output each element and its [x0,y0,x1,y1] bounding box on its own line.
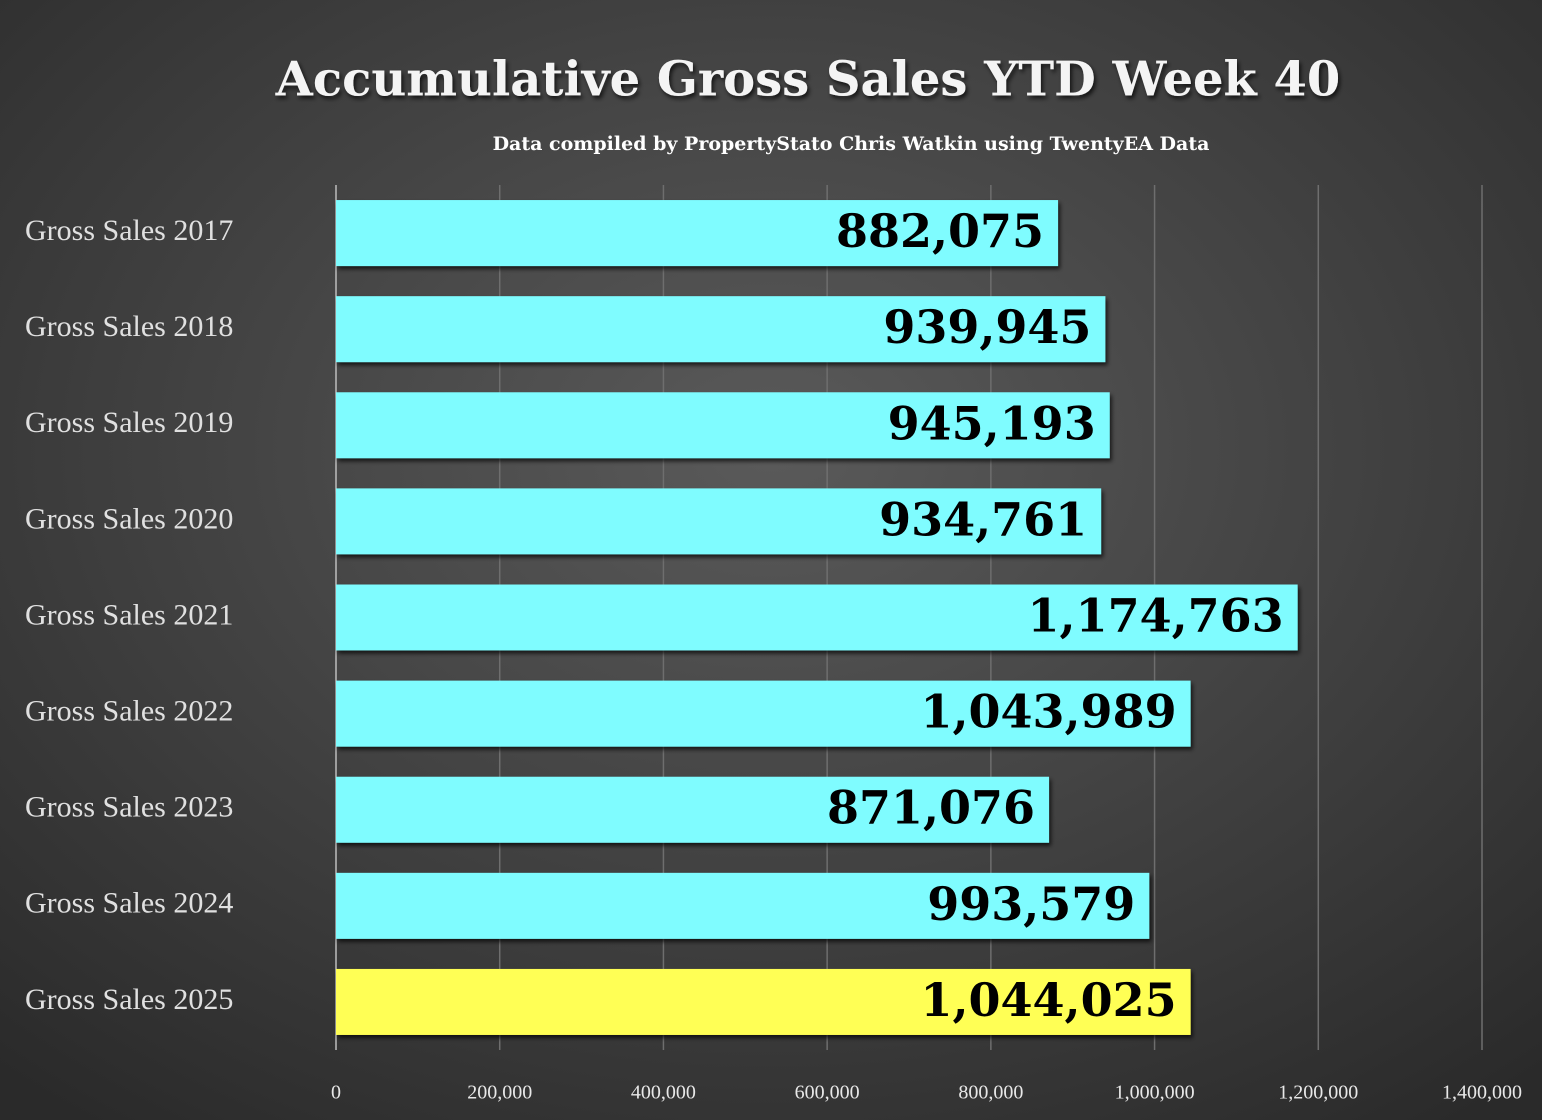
x-tick-label: 1,400,000 [1442,1082,1522,1104]
x-tick-label: 0 [331,1082,341,1104]
bar [336,488,1102,555]
bar [336,872,1150,939]
y-tick-label: Gross Sales 2017 [25,214,233,247]
y-tick-label: Gross Sales 2020 [25,502,233,535]
chart-subtitle: Data compiled by PropertyStato Chris Wat… [493,133,1210,155]
x-tick-label: 800,000 [958,1082,1023,1104]
bar [336,680,1191,747]
plot: 882,075 939,945 945,193 934,761 1,174,763 1,0… [336,200,1298,1035]
value-label: 882,075 [836,204,1044,258]
y-tick-label: Gross Sales 2018 [25,310,233,343]
value-label: 1,043,989 [921,685,1177,739]
value-label: 1,174,763 [1028,589,1284,643]
bar [336,968,1191,1035]
value-label: 934,761 [879,492,1087,546]
bar [336,200,1059,267]
y-tick-label: Gross Sales 2021 [25,598,233,631]
bar [336,584,1298,651]
y-tick-label: Gross Sales 2022 [25,695,233,728]
x-tick-label: 600,000 [795,1082,860,1104]
y-tick-label: Gross Sales 2019 [25,406,233,439]
bar [336,776,1050,843]
value-label: 939,945 [883,300,1091,354]
y-tick-label: Gross Sales 2024 [25,887,233,920]
value-label: 993,579 [927,877,1135,931]
value-label: 871,076 [827,781,1035,835]
x-tick-label: 400,000 [631,1082,696,1104]
x-tick-label: 200,000 [467,1082,532,1104]
y-tick-label: Gross Sales 2025 [25,983,233,1016]
bar [336,392,1110,459]
value-label: 1,044,025 [921,973,1177,1027]
x-tick-label: 1,000,000 [1115,1082,1195,1104]
chart-title: Accumulative Gross Sales YTD Week 40 [275,52,1341,108]
y-tick-label: Gross Sales 2023 [25,791,233,824]
x-tick-label: 1,200,000 [1278,1082,1358,1104]
value-label: 945,193 [888,396,1096,450]
bar [336,296,1106,363]
